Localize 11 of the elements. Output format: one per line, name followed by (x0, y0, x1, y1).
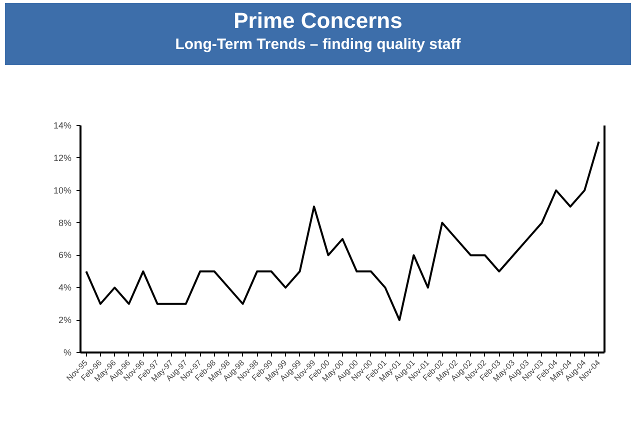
y-tick-label: 14% (53, 120, 72, 130)
y-tick-label: 4% (58, 282, 72, 293)
y-tick-label: 2% (58, 315, 72, 326)
y-tick-label: % (64, 348, 72, 358)
y-tick-label: 6% (58, 250, 72, 260)
y-tick-label: 10% (53, 185, 72, 196)
y-tick-label: 8% (58, 218, 72, 228)
chart-title: Prime Concerns (232, 7, 404, 34)
chart-subtitle: Long-Term Trends – finding quality staff (175, 35, 461, 55)
y-tick-label: 12% (53, 152, 72, 163)
line-series (85, 140, 600, 322)
